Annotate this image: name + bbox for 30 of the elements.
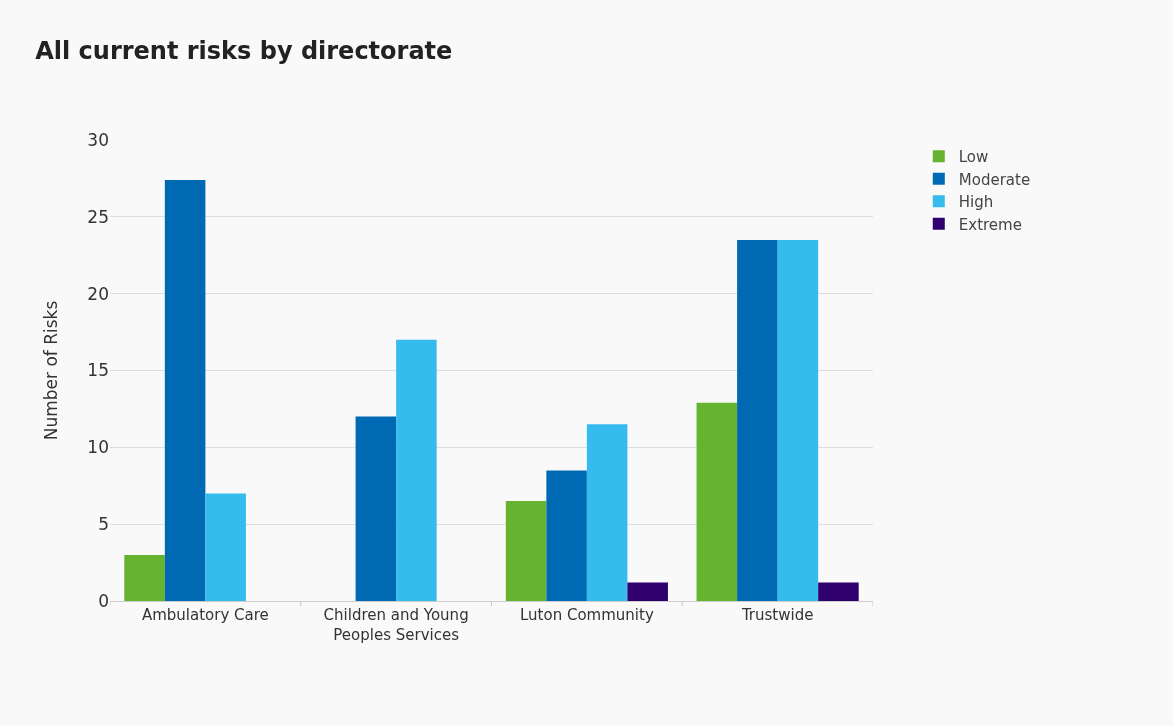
bar: [164, 179, 206, 601]
y-tick-label: 5: [98, 514, 109, 535]
legend-label: Extreme: [958, 215, 1022, 234]
y-axis-title: Number of Risks: [40, 300, 61, 441]
bar: [737, 239, 778, 601]
bar: [505, 501, 547, 601]
legend-label: Low: [958, 148, 989, 167]
y-tick-label: 25: [87, 206, 109, 227]
legend-label: High: [958, 193, 994, 212]
bar: [586, 424, 628, 601]
y-tick-label: 20: [87, 283, 109, 304]
x-tick-label: Trustwide: [740, 606, 814, 624]
chart-title: All current risks by directorate: [35, 37, 453, 66]
bar: [627, 582, 668, 601]
bar: [696, 402, 738, 601]
bar: [818, 582, 859, 601]
x-tick-label: Children and Young Peoples Services: [323, 606, 469, 644]
y-tick-label: 15: [87, 360, 109, 381]
x-tick-label: Luton Community: [520, 606, 654, 624]
bar: [205, 493, 246, 601]
y-tick-label: 0: [98, 590, 109, 611]
x-tick-label: Ambulatory Care: [141, 606, 269, 624]
bar: [124, 554, 165, 601]
bar: [546, 470, 587, 601]
legend-label: Moderate: [958, 170, 1031, 189]
y-tick-label: 30: [87, 129, 109, 150]
bar: [777, 239, 819, 601]
y-tick-label: 10: [87, 437, 109, 458]
bar: [396, 339, 437, 601]
bar: [355, 416, 397, 601]
